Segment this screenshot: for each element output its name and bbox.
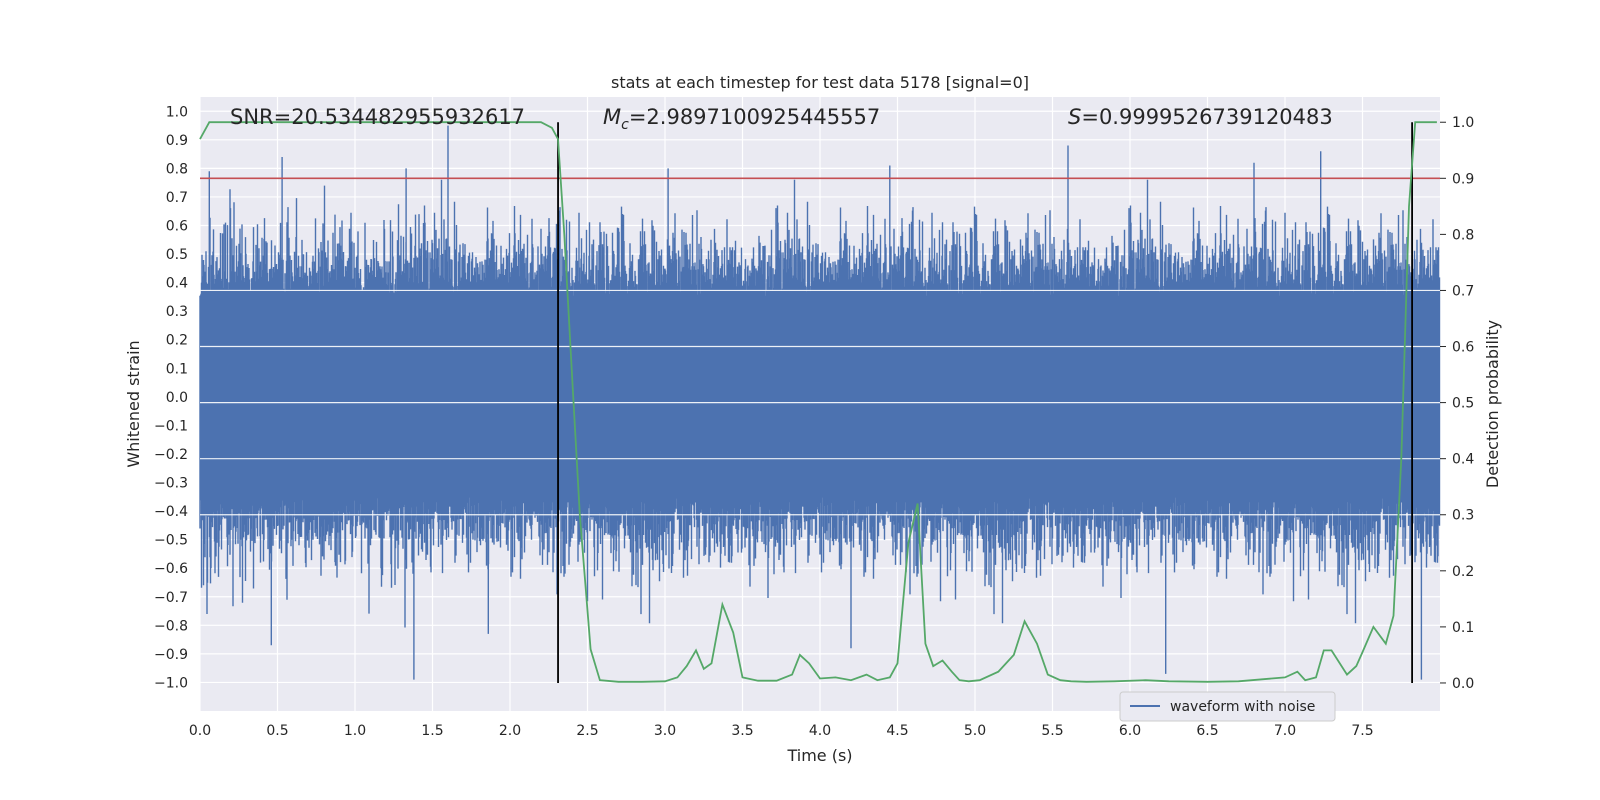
- y-tick-label-left: 1.0: [166, 104, 188, 120]
- x-tick-label: 0.0: [189, 723, 211, 739]
- waveform-series: [199, 125, 1441, 680]
- probability-line: [199, 121, 1437, 683]
- y-tick-label-left: −0.8: [154, 618, 188, 634]
- y-tick-label-right: 0.6: [1452, 340, 1474, 356]
- chirp-mass-value: =2.9897100925445557: [629, 105, 880, 129]
- y-tick-label-left: −1.0: [154, 675, 188, 691]
- y-tick-label-right: 0.3: [1452, 508, 1474, 524]
- x-tick-label: 1.5: [421, 723, 443, 739]
- score-value: =0.9999526739120483: [1081, 105, 1332, 129]
- y-tick-label-left: −0.3: [154, 476, 188, 492]
- y-tick-label-left: 0.5: [166, 247, 188, 263]
- x-tick-label: 5.5: [1041, 723, 1063, 739]
- x-tick-label: 5.0: [964, 723, 986, 739]
- chirp-mass-symbol: M: [603, 105, 621, 129]
- x-tick-label: 3.0: [654, 723, 676, 739]
- x-tick-label: 2.0: [499, 723, 521, 739]
- y-tick-label-left: 0.1: [166, 361, 188, 377]
- y-tick-label-left: −0.9: [154, 647, 188, 663]
- legend-box: [1119, 691, 1336, 722]
- x-tick-label: 4.0: [809, 723, 831, 739]
- y-tick-label-right: 0.1: [1452, 620, 1474, 636]
- y-tick-label-left: 0.4: [166, 276, 188, 292]
- legend-label: waveform with noise: [1170, 699, 1315, 715]
- y-ticks-right: 1.0 0.9 0.8 0.7 0.6 0.5 0.4 0.3 0.2 0.1 0.0: [1440, 115, 1474, 692]
- x-tick-label: 1.0: [344, 723, 366, 739]
- y-tick-label-right: 0.0: [1452, 676, 1474, 692]
- y-tick-label-right: 0.7: [1452, 283, 1474, 299]
- y-tick-label-left: 0.3: [166, 304, 188, 320]
- y-tick-label-right: 0.9: [1452, 171, 1474, 187]
- waveform-line: [199, 125, 1441, 680]
- y-axis-label-left: Whitened strain: [124, 340, 143, 467]
- x-ticks: 0.0 0.5 1.0 1.5 2.0 2.5 3.0 3.5 4.0 4.5 5.0 5.5 6.0 6…: [189, 723, 1374, 739]
- y-axis-label-right: Detection probability: [1483, 320, 1502, 488]
- chirp-mass-subscript: c: [621, 117, 629, 133]
- x-tick-label: 0.5: [266, 723, 288, 739]
- y-tick-label-left: −0.6: [154, 561, 188, 577]
- y-tick-label-left: −0.2: [154, 447, 188, 463]
- y-tick-label-right: 1.0: [1452, 115, 1474, 131]
- y-tick-label-left: 0.0: [166, 390, 188, 406]
- x-tick-label: 4.5: [886, 723, 908, 739]
- overlay-lines: [199, 121, 1440, 683]
- x-tick-label: 7.5: [1351, 723, 1373, 739]
- x-tick-label: 7.0: [1274, 723, 1296, 739]
- y-tick-label-right: 0.5: [1452, 396, 1474, 412]
- y-tick-label-left: −0.1: [154, 418, 188, 434]
- chirp-mass-annotation: Mc=2.9897100925445557: [603, 105, 880, 133]
- snr-annotation: SNR=20.534482955932617: [230, 105, 525, 129]
- y-tick-label-left: −0.5: [154, 533, 188, 549]
- y-tick-label-left: −0.4: [154, 504, 188, 520]
- y-tick-label-right: 0.2: [1452, 564, 1474, 580]
- y-tick-label-left: 0.8: [166, 161, 188, 177]
- y-tick-label-left: −0.7: [154, 590, 188, 606]
- y-tick-label-left: 0.2: [166, 333, 188, 349]
- y-ticks-left: 1.0 0.9 0.8 0.7 0.6 0.5 0.4 0.3 0.2 0.1 0.0 −0.1 −0.…: [154, 104, 188, 691]
- x-tick-label: 3.5: [731, 723, 753, 739]
- y-tick-label-left: 0.7: [166, 190, 188, 206]
- x-tick-label: 6.0: [1119, 723, 1141, 739]
- y-tick-label-right: 0.4: [1452, 452, 1474, 468]
- score-symbol: S: [1068, 105, 1081, 129]
- y-tick-label-left: 0.9: [166, 133, 188, 149]
- y-tick-label-right: 0.8: [1452, 227, 1474, 243]
- score-annotation: S=0.9999526739120483: [1068, 105, 1333, 129]
- legend: waveform with noise: [1119, 691, 1336, 722]
- x-axis-label: Time (s): [786, 746, 852, 765]
- x-tick-label: 2.5: [576, 723, 598, 739]
- x-tick-label: 6.5: [1196, 723, 1218, 739]
- y-tick-label-left: 0.6: [166, 219, 188, 235]
- chart-title: stats at each timestep for test data 517…: [611, 73, 1029, 92]
